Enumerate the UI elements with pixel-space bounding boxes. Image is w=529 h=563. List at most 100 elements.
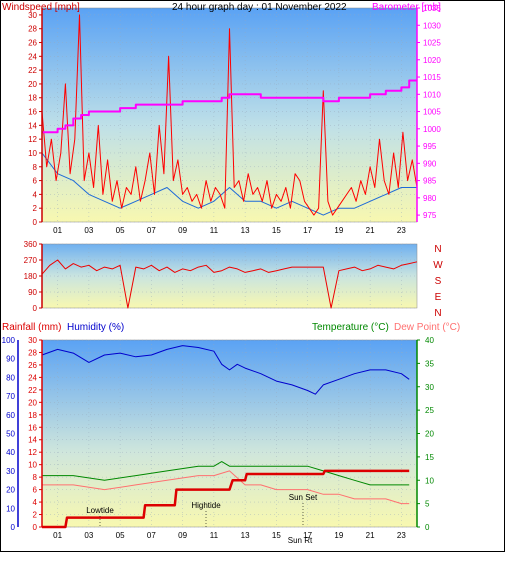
rainfall-line [42,469,410,529]
hour-tick-label: 11 [210,531,219,540]
hour-tick-label: 23 [397,531,406,540]
humidity-tick-label: 70 [6,392,15,401]
direction-tick-label: 0 [33,304,38,313]
hour-tick-label: 17 [303,226,312,235]
windspeed-axis-label: Windspeed [mph] [2,2,80,13]
humidity-tick-label: 30 [6,467,15,476]
rain-tick-label: 8 [33,473,38,482]
hour-tick-label: 09 [178,531,187,540]
compass-label: N [434,244,441,255]
wind-tick-label: 20 [28,80,37,89]
annotation-label: Hightide [191,501,221,510]
baro-tick-label: 980 [423,194,437,203]
hour-tick-label: 21 [366,226,375,235]
wind-tick-label: 6 [33,177,38,186]
direction-tick-label: 270 [24,256,38,265]
baro-tick-label: 1010 [423,90,441,99]
hour-tick-label: 21 [366,531,375,540]
hour-tick-label: 01 [53,531,62,540]
hour-tick-label: 19 [334,531,343,540]
rain-tick-label: 28 [28,348,37,357]
temp-tick-label: 40 [425,336,434,345]
wind-tick-label: 24 [28,52,37,61]
hour-tick-label: 05 [116,531,125,540]
barometer-line [42,79,417,134]
series-layer [41,14,418,529]
humidity-line [41,345,410,395]
rainfall-axis-label: Rainfall (mm) [2,322,61,333]
annotation-label: Sun Set [289,493,318,502]
wind-tick-label: 0 [33,218,38,227]
wind-tick-label: 12 [28,135,37,144]
temp-tick-label: 10 [425,476,434,485]
rain-tick-label: 14 [28,436,37,445]
wind-direction-line [41,259,418,309]
humidity-tick-label: 40 [6,448,15,457]
humidity-tick-label: 80 [6,373,15,382]
wind-tick-label: 8 [33,163,38,172]
temp-tick-label: 25 [425,406,434,415]
baro-tick-label: 1035 [423,4,441,13]
wind-tick-label: 4 [33,190,38,199]
wind-tick-label: 30 [28,11,37,20]
temp-tick-label: 20 [425,430,434,439]
rain-tick-label: 26 [28,361,37,370]
rain-tick-label: 30 [28,336,37,345]
wind-tick-label: 16 [28,108,37,117]
baro-tick-label: 985 [423,177,437,186]
rain-tick-label: 6 [33,486,38,495]
rain-tick-label: 24 [28,373,37,382]
temperature-line [42,461,410,486]
hour-tick-label: 13 [241,531,250,540]
rain-tick-label: 20 [28,398,37,407]
hour-tick-label: 07 [147,226,156,235]
annotation-label: Sun Rt [288,536,313,545]
wind-tick-label: 22 [28,66,37,75]
temp-tick-label: 30 [425,383,434,392]
windspeed-line [41,14,418,216]
temp-tick-label: 0 [425,523,430,532]
rain-tick-label: 16 [28,423,37,432]
hour-tick-label: 05 [116,226,125,235]
average-wind-line [41,152,417,216]
baro-tick-label: 1025 [423,39,441,48]
humidity-tick-label: 10 [6,504,15,513]
humidity-tick-label: 100 [2,336,16,345]
humidity-tick-label: 50 [6,430,15,439]
hour-tick-label: 09 [178,226,187,235]
baro-tick-label: 990 [423,159,437,168]
temperature-axis-label: Temperature (°C) [312,322,389,333]
hour-tick-label: 19 [334,226,343,235]
annotation-label: Lowtide [86,506,114,515]
grid-layer [42,8,417,528]
wind-tick-label: 14 [28,121,37,130]
hour-tick-label: 01 [53,226,62,235]
rain-tick-label: 12 [28,448,37,457]
hour-tick-label: 15 [272,226,281,235]
axes-layer: 0246810121416182022242628309759809859909… [2,4,444,545]
direction-tick-label: 360 [24,240,38,249]
rain-tick-label: 2 [33,511,38,520]
rain-tick-label: 18 [28,411,37,420]
compass-label: S [435,276,442,287]
hour-tick-label: 11 [210,226,219,235]
wind-tick-label: 28 [28,25,37,34]
baro-tick-label: 995 [423,142,437,151]
compass-label: W [433,260,443,271]
hour-tick-label: 15 [272,531,281,540]
humidity-axis-label: Humidity (%) [67,322,124,333]
baro-tick-label: 1000 [423,125,441,134]
baro-tick-label: 1015 [423,73,441,82]
rain-tick-label: 22 [28,386,37,395]
hour-tick-label: 03 [84,226,93,235]
humidity-tick-label: 0 [11,523,16,532]
direction-tick-label: 180 [24,272,38,281]
temp-tick-label: 15 [425,453,434,462]
rain-tick-label: 0 [33,523,38,532]
barometer-axis-label: Barometer [mb] [372,2,441,13]
dewpoint-line [42,470,410,505]
temp-tick-label: 35 [425,359,434,368]
humidity-tick-label: 60 [6,411,15,420]
rain-tick-label: 10 [28,461,37,470]
